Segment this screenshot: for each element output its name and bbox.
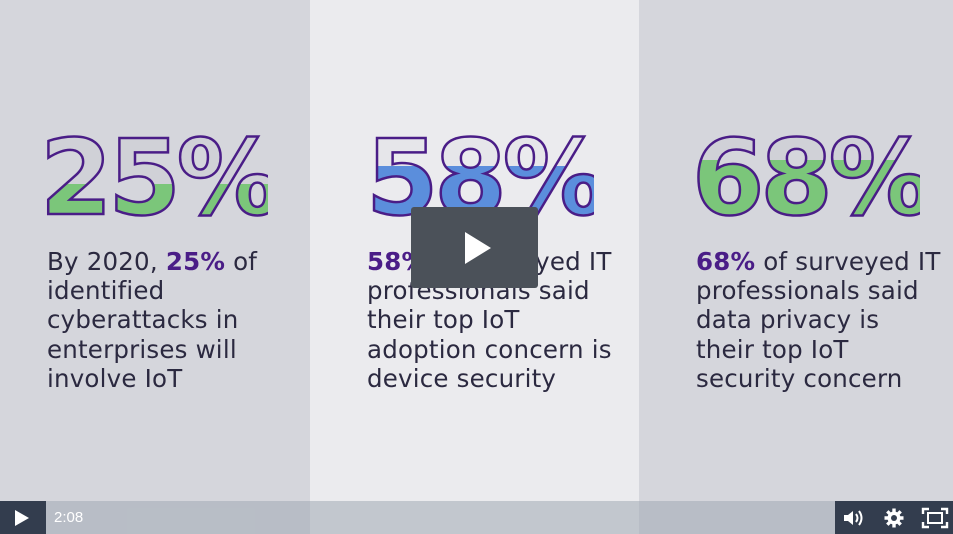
volume-icon [844, 510, 863, 526]
stat-2-big-text-top: 58% [366, 126, 594, 226]
volume-button[interactable] [835, 501, 871, 534]
big-play-button[interactable] [411, 207, 538, 288]
stat-3-big-text-top: 68% [692, 126, 920, 226]
stat-column-1 [0, 0, 310, 534]
stat-3-description: 68% of surveyed IT professionals said da… [696, 247, 941, 393]
play-button[interactable] [0, 501, 46, 534]
stat-1-text-before: By 2020, [47, 247, 166, 276]
stat-3-highlight: 68% [696, 247, 756, 276]
stat-1-text-after: of identified cyberattacks in enterprise… [47, 247, 258, 393]
gear-icon [884, 508, 904, 528]
stat-2-text-after: of surveyed IT professionals said their … [367, 247, 612, 393]
stat-1-big-text-top: 25% [40, 126, 268, 226]
right-controls [835, 501, 953, 534]
current-time: 2:08 [54, 509, 84, 526]
stat-column-3 [639, 0, 953, 534]
stat-1-description: By 2020, 25% of identified cyberattacks … [47, 247, 287, 393]
video-controls: 2:08 [0, 501, 953, 534]
play-icon [465, 232, 491, 264]
seek-bar[interactable] [46, 501, 835, 534]
play-icon [15, 510, 29, 526]
stat-1-big-text-bottom: 25% [40, 126, 268, 226]
stat-3-big-number: 68% 68% [690, 126, 920, 226]
settings-button[interactable] [876, 501, 912, 534]
stat-2-description: 58% of surveyed IT professionals said th… [367, 247, 617, 393]
stat-1-highlight: 25% [165, 247, 226, 276]
stat-3-text-after: of surveyed IT professionals said data p… [696, 247, 941, 393]
stat-1-big-number: 25% 25% [38, 126, 268, 226]
stat-3-big-text-bottom: 68% [692, 126, 920, 226]
fullscreen-icon [921, 507, 949, 529]
fullscreen-button[interactable] [915, 501, 951, 534]
